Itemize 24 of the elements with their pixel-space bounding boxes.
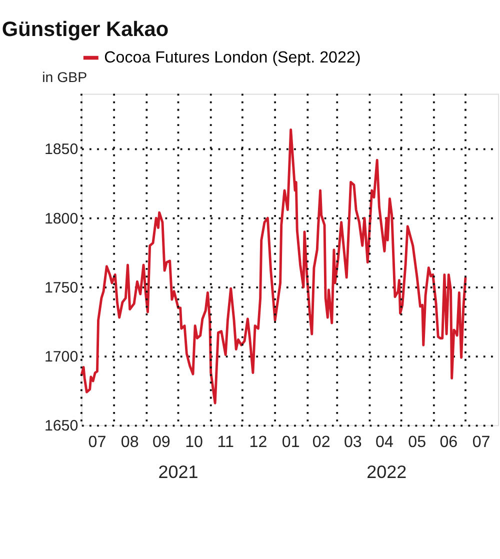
- y-tick-label: 1750: [44, 279, 78, 296]
- line-series: [80, 128, 467, 404]
- x-tick-label: 01: [282, 432, 300, 451]
- text: 2021: [158, 462, 198, 482]
- x-tick-label: 03: [344, 432, 362, 451]
- x-tick-label: 05: [408, 432, 426, 451]
- y-tick-label: 1700: [44, 348, 78, 366]
- x-tick-label: 10: [185, 432, 204, 451]
- chart-title: Günstiger Kakao: [2, 18, 169, 42]
- x-tick-label: 08: [120, 432, 139, 451]
- legend-label: Cocoa Futures London (Sept. 2022): [104, 48, 361, 67]
- x-tick-label: 07: [88, 432, 106, 451]
- text: 2022: [366, 462, 407, 482]
- x-tick-label: 07: [472, 432, 490, 451]
- x-tick-label: 12: [249, 432, 268, 451]
- x-tick-label: 09: [152, 432, 170, 451]
- x-tick-label: 04: [376, 432, 394, 451]
- x-tick-label: 11: [217, 432, 234, 451]
- y-axis-title: in GBP: [42, 70, 88, 86]
- x-tick-label: 02: [312, 432, 330, 451]
- y-tick-label: 1650: [44, 417, 78, 434]
- y-tick-label: 1850: [44, 141, 78, 158]
- x-tick-label: 06: [440, 432, 458, 451]
- y-tick-label: 1800: [44, 210, 78, 228]
